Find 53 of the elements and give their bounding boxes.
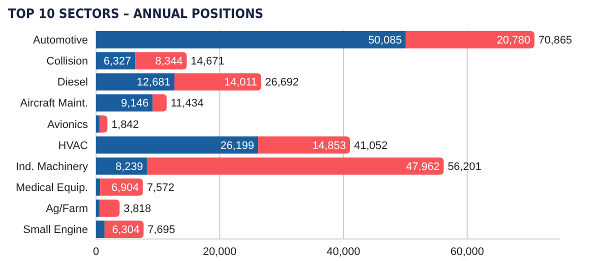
bar <box>174 73 262 90</box>
total-label: 11,434 <box>170 98 204 110</box>
y-tick-label: Ag/Farm <box>46 203 88 216</box>
data-label: 6,304 <box>112 224 140 236</box>
x-tick-label: 0 <box>92 246 100 258</box>
bar <box>96 115 100 133</box>
total-label: 1,842 <box>111 118 139 131</box>
y-tick-label: Small Engine <box>23 224 88 236</box>
total-label: 7,695 <box>148 224 176 236</box>
bar <box>96 178 100 196</box>
x-tick-label: 60,000 <box>450 246 484 258</box>
bar <box>146 157 444 175</box>
bar <box>96 200 100 217</box>
total-label: 26,692 <box>265 76 299 89</box>
bar <box>96 73 174 90</box>
data-label: 47,962 <box>406 160 440 173</box>
y-tick-label: Diesel <box>57 76 88 89</box>
bar <box>96 31 406 48</box>
total-label: 7,572 <box>146 182 174 194</box>
x-tick-label: 40,000 <box>326 246 360 258</box>
y-tick-label: Collision <box>46 56 88 68</box>
data-label: 6,904 <box>111 182 139 194</box>
data-label: 26,199 <box>220 140 254 152</box>
bar <box>406 31 534 48</box>
bar <box>100 115 108 133</box>
y-tick-label: Avionics <box>47 118 88 131</box>
total-label: 14,671 <box>190 56 224 68</box>
total-label: 56,201 <box>448 160 482 173</box>
bar <box>135 52 187 70</box>
data-label: 50,085 <box>368 34 402 47</box>
y-tick-label: Ind. Machinery <box>16 160 88 173</box>
y-tick-label: Automotive <box>32 34 88 47</box>
data-label: 9,146 <box>121 98 149 110</box>
bar <box>258 136 350 154</box>
data-label: 8,239 <box>115 160 143 173</box>
x-tick-label: 20,000 <box>202 246 237 258</box>
data-label: 14,853 <box>312 140 346 152</box>
data-label: 12,681 <box>136 76 170 89</box>
data-label: 8,344 <box>155 56 183 68</box>
total-label: 70,865 <box>538 34 572 47</box>
bar <box>96 220 105 238</box>
y-tick-label: Medical Equip. <box>16 182 88 194</box>
bar <box>100 200 120 217</box>
bar <box>96 136 258 154</box>
y-tick-label: Aircraft Maint. <box>20 98 88 110</box>
y-tick-label: HVAC <box>58 140 88 152</box>
bar <box>152 94 167 112</box>
data-label: 14,011 <box>224 76 258 89</box>
data-label: 20,780 <box>496 34 530 47</box>
data-label: 6,327 <box>104 56 132 68</box>
total-label: 41,052 <box>354 140 388 152</box>
chart-title: TOP 10 SECTORS – ANNUAL POSITIONS <box>8 7 264 22</box>
total-label: 3,818 <box>124 203 152 216</box>
